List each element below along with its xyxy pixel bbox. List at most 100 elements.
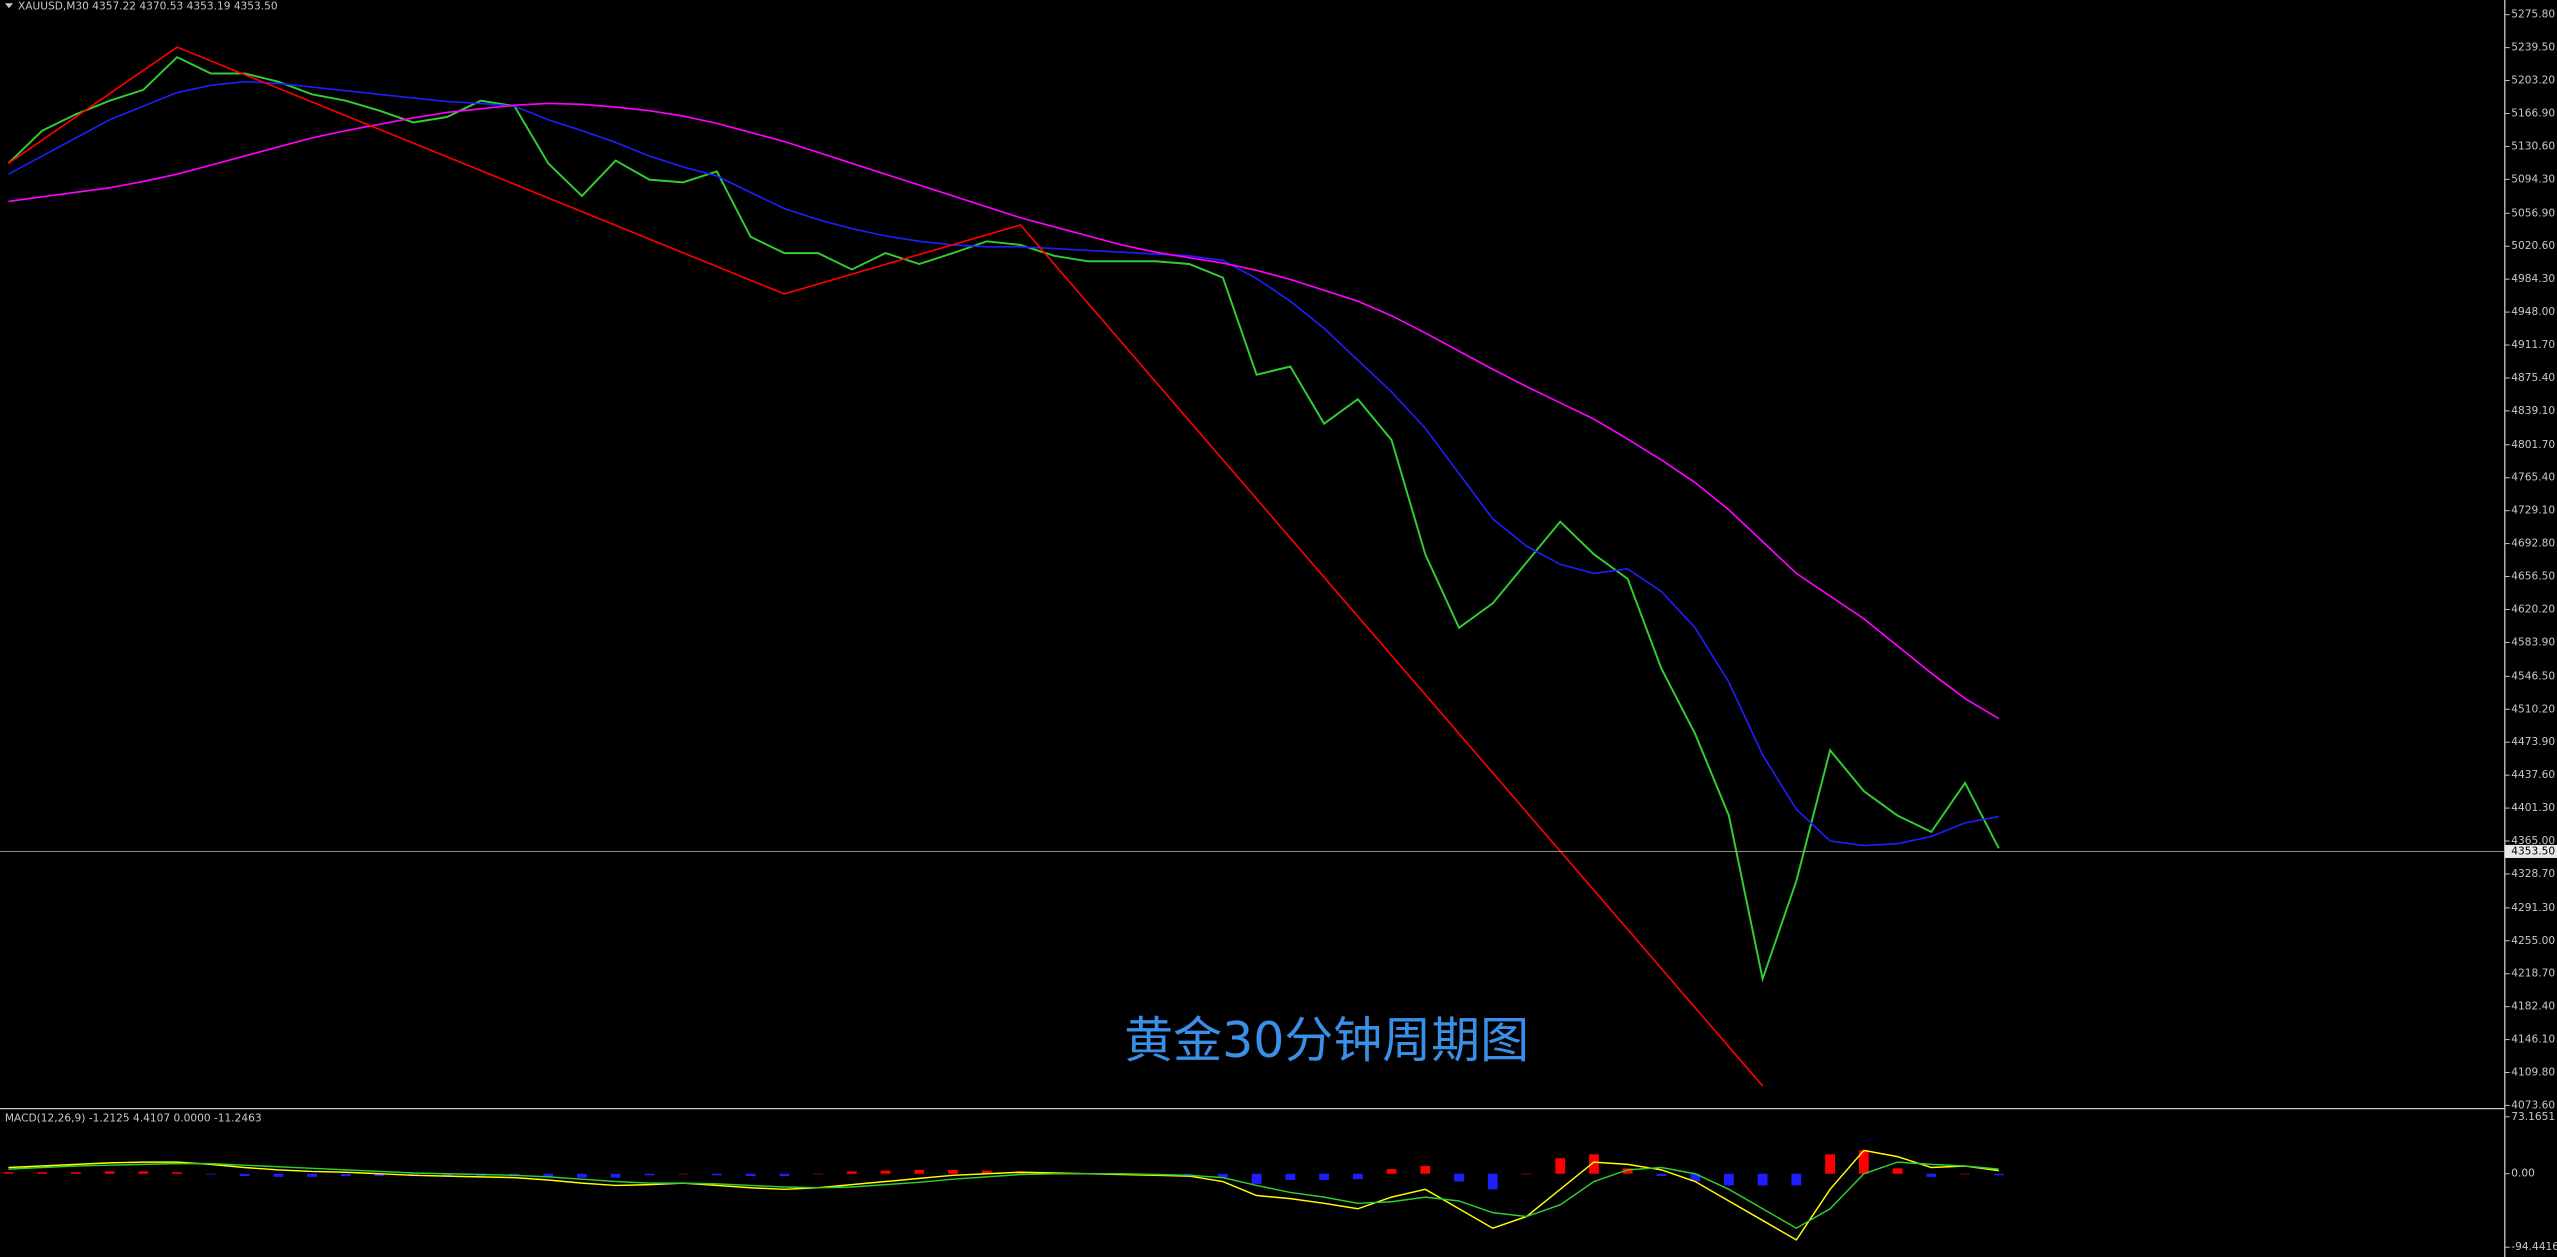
macd-bar xyxy=(138,1171,149,1174)
y-tick-label: 4218.70 xyxy=(2511,968,2555,980)
macd-bar xyxy=(1487,1173,1498,1190)
y-tick-label: 4182.40 xyxy=(2511,1001,2555,1013)
y-tick-label: 4328.70 xyxy=(2511,868,2555,880)
macd-bar xyxy=(981,1170,992,1174)
macd-bar xyxy=(1791,1173,1802,1186)
y-tick-label: 0.00 xyxy=(2511,1168,2535,1180)
macd-bar xyxy=(644,1173,655,1176)
y-tick-label: 4656.50 xyxy=(2511,571,2555,583)
y-tick-label: 4583.90 xyxy=(2511,636,2555,648)
macd-bar xyxy=(1690,1173,1701,1182)
macd-bar xyxy=(1926,1173,1937,1177)
macd-bar xyxy=(273,1173,284,1177)
y-tick-label: -94.4416 xyxy=(2511,1241,2557,1253)
y-tick-label: 4146.10 xyxy=(2511,1034,2555,1046)
macd-bar xyxy=(1825,1154,1835,1174)
y-tick-label: 4510.20 xyxy=(2511,703,2555,715)
y-tick-label: 4692.80 xyxy=(2511,538,2555,550)
macd-bar xyxy=(1352,1173,1363,1180)
y-tick-label: 4801.70 xyxy=(2511,439,2555,451)
y-tick-label: 4839.10 xyxy=(2511,405,2555,417)
macd-bar xyxy=(948,1169,958,1174)
price-line xyxy=(7,46,1764,1087)
y-tick-label: 4109.80 xyxy=(2511,1067,2555,1079)
macd-bar xyxy=(1184,1173,1195,1175)
macd-bar xyxy=(1285,1173,1296,1180)
macd-bar xyxy=(71,1172,81,1174)
current-price-box xyxy=(2504,844,2557,858)
macd-bar xyxy=(374,1173,385,1177)
macd-bar xyxy=(711,1173,722,1176)
y-tick-label: 5056.90 xyxy=(2511,207,2555,219)
macd-bar xyxy=(104,1171,115,1174)
y-tick-label: 5094.30 xyxy=(2511,173,2555,185)
y-tick-label: 5166.90 xyxy=(2511,107,2555,119)
y-tick-label: 4473.90 xyxy=(2511,736,2555,748)
macd-bar xyxy=(172,1172,183,1174)
macd-line xyxy=(8,1161,1999,1230)
y-tick-label: 4401.30 xyxy=(2511,802,2555,814)
y-tick-label: 4948.00 xyxy=(2511,306,2555,318)
y-tick-label: 4365.00 xyxy=(2511,835,2555,847)
macd-bar xyxy=(914,1169,925,1174)
current-price-label: 4353.50 xyxy=(2511,845,2555,857)
y-tick-label: 4729.10 xyxy=(2511,505,2555,517)
macd-bar xyxy=(1589,1154,1599,1174)
macd-bar xyxy=(307,1173,317,1177)
macd-bar xyxy=(1622,1168,1633,1174)
macd-title: MACD(12,26,9) -1.2125 4.4107 0.0000 -11.… xyxy=(5,1112,262,1124)
macd-bar xyxy=(239,1173,250,1177)
macd-bar xyxy=(1420,1165,1431,1174)
macd-bar xyxy=(577,1173,587,1178)
price-line xyxy=(7,55,2000,983)
macd-bar xyxy=(1454,1173,1464,1182)
menu-triangle xyxy=(4,3,14,9)
macd-bar xyxy=(1723,1173,1734,1186)
y-tick-label: 5275.80 xyxy=(2511,9,2555,21)
chart-title: XAUUSD,M30 4357.22 4370.53 4353.19 4353.… xyxy=(18,1,278,13)
macd-bar xyxy=(205,1173,216,1175)
macd-bar xyxy=(37,1172,48,1174)
macd-bar xyxy=(745,1173,756,1177)
price-line xyxy=(8,102,2000,720)
y-tick-label: 5130.60 xyxy=(2511,140,2555,152)
y-tick-label: 5239.50 xyxy=(2511,42,2555,54)
macd-bar xyxy=(442,1173,452,1177)
macd-bar xyxy=(1858,1150,1869,1174)
y-tick-label: 4875.40 xyxy=(2511,372,2555,384)
macd-bar xyxy=(1892,1168,1903,1174)
y-tick-label: 4765.40 xyxy=(2511,472,2555,484)
y-tick-label: 4546.50 xyxy=(2511,670,2555,682)
macd-bar xyxy=(1217,1173,1228,1178)
macd-bar xyxy=(3,1172,14,1174)
y-tick-label: 4073.60 xyxy=(2511,1099,2555,1111)
y-tick-label: 4255.00 xyxy=(2511,935,2555,947)
macd-bar xyxy=(880,1170,891,1174)
macd-bar xyxy=(610,1173,621,1178)
macd-bar xyxy=(779,1173,790,1177)
macd-bar xyxy=(1656,1173,1667,1177)
macd-bar xyxy=(1251,1173,1262,1184)
y-tick-label: 73.1651 xyxy=(2511,1111,2555,1123)
macd-bar xyxy=(1319,1173,1329,1180)
price-line xyxy=(8,80,1999,847)
macd-bar xyxy=(1555,1158,1566,1174)
y-tick-label: 4911.70 xyxy=(2511,339,2555,351)
y-tick-label: 4620.20 xyxy=(2511,603,2555,615)
macd-bar xyxy=(1757,1173,1768,1186)
macd-bar xyxy=(340,1173,351,1177)
y-tick-label: 4437.60 xyxy=(2511,769,2555,781)
macd-bar xyxy=(1386,1169,1397,1174)
y-tick-label: 4291.30 xyxy=(2511,902,2555,914)
y-tick-label: 5020.60 xyxy=(2511,240,2555,252)
macd-line xyxy=(8,1149,1999,1241)
macd-bar xyxy=(543,1173,554,1177)
watermark: 黄金30分钟周期图 xyxy=(1124,1012,1529,1069)
y-tick-label: 5203.20 xyxy=(2511,75,2555,87)
y-tick-label: 4984.30 xyxy=(2511,273,2555,285)
macd-bar xyxy=(846,1171,857,1174)
macd-bar xyxy=(1993,1173,2004,1176)
